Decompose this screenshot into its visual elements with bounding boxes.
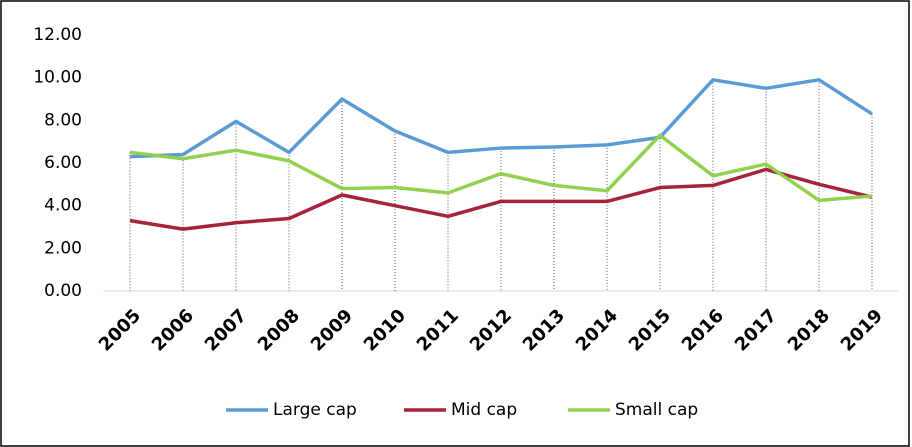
y-tick-label: 0.00 [44,281,82,301]
y-tick-label: 8.00 [44,110,82,130]
legend-label: Large cap [273,400,357,420]
y-tick-label: 2.00 [44,238,82,258]
y-tick-label: 4.00 [44,196,82,216]
y-tick-label: 6.00 [44,153,82,173]
series-line [129,133,873,203]
legend-label: Mid cap [451,400,517,420]
series-line [129,78,873,159]
y-tick-label: 10.00 [33,68,82,88]
y-tick-label: 12.00 [33,25,82,45]
series-line [129,167,873,231]
legend-label: Small cap [615,400,698,420]
